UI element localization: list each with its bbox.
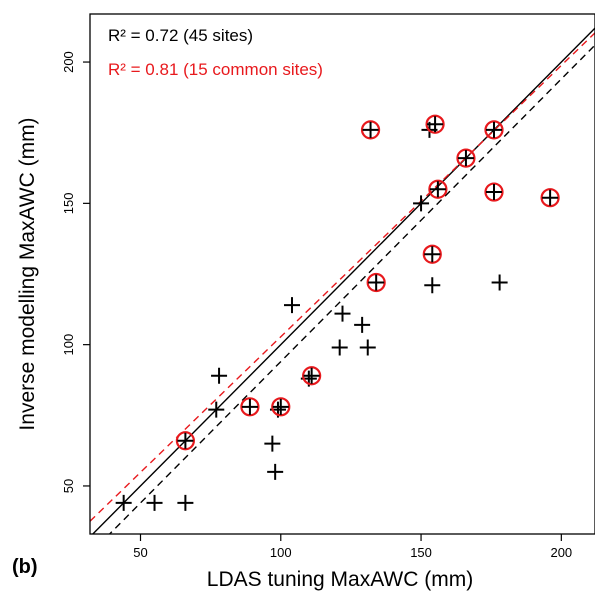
data-point bbox=[424, 277, 441, 294]
data-point-common bbox=[540, 188, 560, 208]
y-tick-label: 150 bbox=[61, 192, 76, 214]
panel-label: (b) bbox=[12, 556, 38, 578]
x-tick-label: 50 bbox=[133, 545, 147, 560]
common-site-circle bbox=[484, 182, 504, 202]
plus-marker bbox=[264, 435, 281, 452]
plus-marker bbox=[362, 121, 379, 138]
data-point-common bbox=[456, 148, 476, 168]
plus-marker bbox=[359, 339, 376, 356]
data-point bbox=[267, 463, 284, 480]
data-point bbox=[359, 339, 376, 356]
data-point bbox=[354, 316, 371, 333]
y-tick-label: 200 bbox=[61, 51, 76, 73]
plus-marker bbox=[413, 195, 430, 212]
plus-marker bbox=[491, 274, 508, 291]
points-layer bbox=[115, 114, 560, 511]
line-one-to-one bbox=[91, 27, 595, 534]
common-site-circle bbox=[360, 120, 381, 140]
data-point bbox=[177, 494, 194, 511]
plot-frame bbox=[89, 13, 595, 535]
data-point-common bbox=[240, 397, 260, 417]
plus-marker bbox=[429, 181, 446, 198]
data-point-common bbox=[360, 120, 381, 140]
common-site-circle bbox=[428, 179, 448, 199]
x-axis-title: LDAS tuning MaxAWC (mm) bbox=[207, 568, 473, 591]
common-site-circle bbox=[302, 366, 322, 386]
plus-marker bbox=[267, 463, 284, 480]
data-point bbox=[491, 274, 508, 291]
annotation-r2-all-sites: R² = 0.72 (45 sites) bbox=[108, 26, 253, 45]
plus-marker bbox=[177, 494, 194, 511]
common-site-circle bbox=[422, 244, 442, 264]
data-point-common bbox=[302, 366, 322, 386]
data-point-common bbox=[366, 272, 386, 293]
plus-marker bbox=[177, 432, 194, 449]
lines-layer bbox=[90, 27, 595, 534]
data-point-common bbox=[428, 179, 448, 199]
plus-marker bbox=[354, 316, 371, 333]
line-regression-45-sites bbox=[108, 44, 595, 534]
data-point-common bbox=[484, 182, 504, 202]
common-site-circle bbox=[456, 148, 476, 168]
data-point-common bbox=[425, 114, 445, 134]
y-tick-label: 50 bbox=[61, 479, 76, 493]
common-site-circle bbox=[366, 272, 386, 293]
data-point bbox=[115, 494, 132, 511]
data-point-common bbox=[271, 397, 291, 417]
data-point-common bbox=[422, 244, 442, 264]
y-tick-label: 100 bbox=[61, 334, 76, 356]
data-point-common bbox=[175, 431, 195, 451]
x-axis-ticks: 50 100 150 200 bbox=[133, 534, 572, 560]
common-site-circle bbox=[271, 397, 291, 417]
y-axis-title: Inverse modelling MaxAWC (mm) bbox=[16, 117, 39, 430]
common-site-circle bbox=[484, 120, 504, 140]
data-point bbox=[413, 195, 430, 212]
x-tick-label: 100 bbox=[270, 545, 292, 560]
plus-marker bbox=[486, 184, 502, 201]
plus-marker bbox=[146, 494, 163, 511]
data-point bbox=[334, 305, 351, 322]
common-site-circle bbox=[175, 431, 195, 451]
plus-marker bbox=[427, 116, 444, 133]
data-point-common bbox=[484, 120, 504, 140]
plus-marker bbox=[424, 246, 441, 263]
plus-marker bbox=[424, 277, 441, 294]
plus-marker bbox=[334, 305, 351, 322]
data-point bbox=[264, 435, 281, 452]
plus-marker bbox=[284, 297, 300, 314]
plus-marker bbox=[457, 150, 474, 167]
line-regression-15-common-sites bbox=[90, 32, 595, 522]
plus-marker bbox=[241, 398, 258, 415]
y-axis-ticks: 50 100 150 200 bbox=[61, 51, 90, 493]
common-site-circle bbox=[425, 114, 445, 134]
plus-marker bbox=[208, 401, 225, 418]
plus-marker bbox=[115, 494, 132, 511]
data-point bbox=[331, 339, 348, 356]
plus-marker bbox=[486, 121, 502, 138]
plus-marker bbox=[303, 367, 320, 384]
x-tick-label: 200 bbox=[550, 545, 572, 560]
plus-marker bbox=[542, 189, 559, 206]
annotation-r2-common-sites: R² = 0.81 (15 common sites) bbox=[108, 60, 323, 79]
data-point bbox=[208, 401, 225, 418]
common-site-circle bbox=[540, 188, 560, 208]
data-point bbox=[211, 367, 228, 384]
data-point bbox=[146, 494, 163, 511]
x-tick-label: 150 bbox=[410, 545, 432, 560]
plus-marker bbox=[368, 274, 385, 291]
common-site-circle bbox=[240, 397, 260, 417]
plus-marker bbox=[331, 339, 348, 356]
plus-marker bbox=[272, 398, 289, 415]
data-point bbox=[284, 297, 300, 314]
plus-marker bbox=[211, 367, 228, 384]
